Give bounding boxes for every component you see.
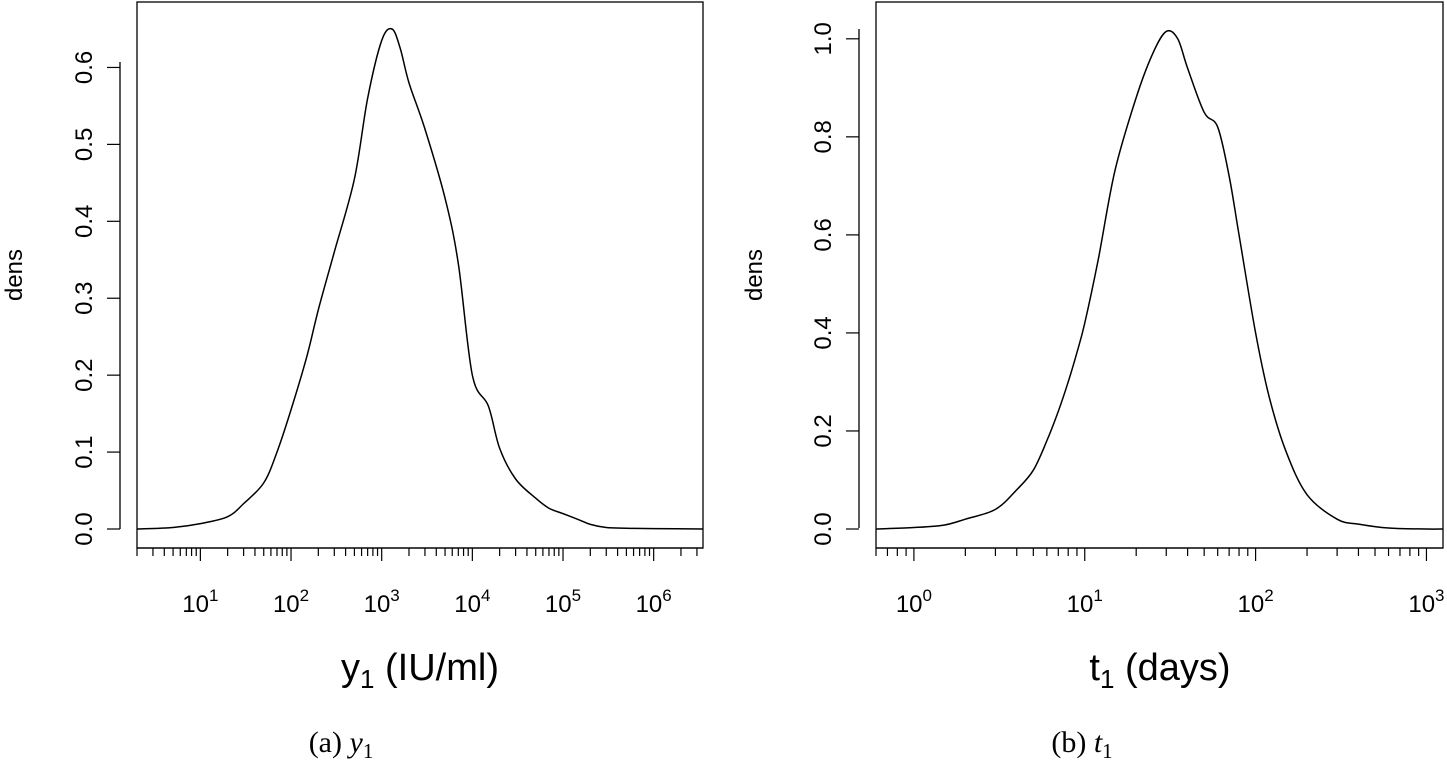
y-ticks-a: 0.0 0.1 0.2 0.3 0.4 0.5 0.6 (71, 51, 120, 546)
y-tick-label: 0.2 (810, 414, 837, 447)
x-tick-label: 105 (545, 586, 581, 618)
plot-frame-a (136, 1, 704, 549)
y-tick-label: 0.2 (71, 358, 98, 391)
y-tick-label: 0.8 (810, 120, 837, 153)
y-tick-label: 0.0 (810, 512, 837, 545)
y-tick-label: 0.4 (810, 316, 837, 349)
x-tick-label: 102 (1238, 586, 1274, 618)
plot-frame-b (875, 1, 1444, 549)
caption-a: (a) y1 (309, 726, 374, 760)
x-tick-label: 101 (182, 586, 218, 618)
y-axis-label-a: dens (1, 249, 28, 301)
y-tick-label: 0.1 (71, 435, 98, 468)
x-tick-label: 103 (1408, 586, 1444, 618)
x-tick-label: 104 (454, 586, 490, 618)
x-tick-label: 101 (1067, 586, 1103, 618)
density-curve-b (875, 29, 1444, 530)
y-tick-label: 1.0 (810, 22, 837, 55)
panel-a: 101 102 103 104 105 106 0.0 0.1 0.2 0.3 0.4 0.5 0.6… (1, 1, 704, 760)
x-tick-label: 100 (896, 586, 932, 618)
x-tick-label: 103 (364, 586, 400, 618)
y-tick-label: 0.5 (71, 128, 98, 161)
density-curve-a (136, 27, 704, 530)
y-ticks-b: 0.0 0.2 0.4 0.6 0.8 1.0 (810, 22, 859, 546)
x-ticks-a: 101 102 103 104 105 106 (136, 548, 698, 618)
x-axis-label-b: t1 (days) (1089, 647, 1230, 694)
y-tick-label: 0.3 (71, 282, 98, 315)
panel-b: 100 101 102 103 0.0 0.2 0.4 0.6 0.8 1.0 dens t1 … (741, 1, 1445, 760)
x-tick-label: 102 (273, 586, 309, 618)
y-axis-label-b: dens (741, 249, 768, 301)
x-ticks-b: 100 101 102 103 (875, 548, 1445, 618)
y-tick-label: 0.4 (71, 205, 98, 238)
x-tick-label: 106 (636, 586, 672, 618)
y-tick-label: 0.6 (810, 218, 837, 251)
y-tick-label: 0.6 (71, 51, 98, 84)
caption-b: (b) t1 (1051, 726, 1112, 760)
x-axis-label-a: y1 (IU/ml) (341, 647, 499, 694)
y-tick-label: 0.0 (71, 512, 98, 545)
